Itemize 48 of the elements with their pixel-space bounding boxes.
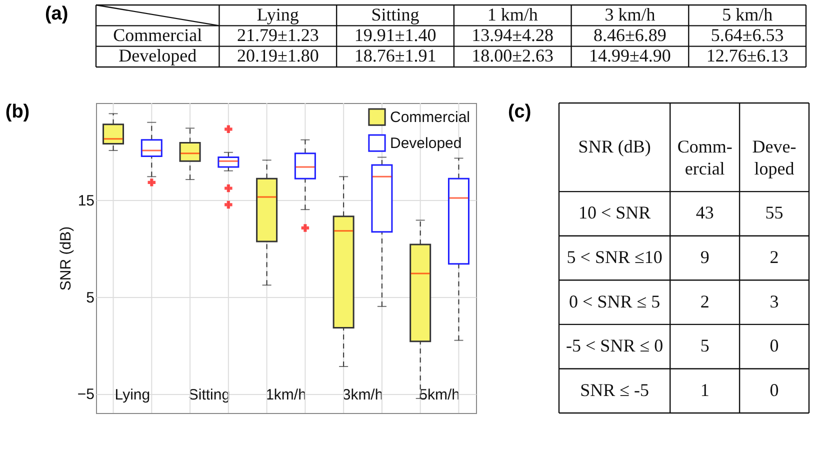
category-label: Commercial bbox=[113, 25, 202, 45]
category-label: 3 km/h bbox=[604, 4, 656, 24]
x-tick-label: Lying bbox=[114, 386, 150, 404]
y-tick-label: −5 bbox=[77, 386, 94, 404]
text: 2 bbox=[700, 291, 710, 312]
category-label: Comm- ercial bbox=[677, 136, 732, 178]
text: 18.76±1.91 bbox=[354, 46, 436, 66]
category-label: 10 < SNR bbox=[578, 202, 651, 223]
text: (a) bbox=[44, 3, 68, 24]
text: 1 bbox=[700, 380, 710, 400]
text: SNR (dB) bbox=[578, 136, 651, 156]
category-label: 1 km/h bbox=[487, 4, 538, 24]
text: 3 bbox=[770, 291, 779, 312]
text: 0 bbox=[770, 380, 779, 400]
category-label: Deve- loped bbox=[752, 136, 796, 178]
text: 18.00±2.63 bbox=[472, 46, 554, 66]
y-tick-label: 15 bbox=[78, 192, 94, 210]
y-tick-label: 5 bbox=[86, 289, 94, 306]
category-label: 5 < SNR ≤10 bbox=[566, 247, 662, 267]
category-label: SNR ≤ -5 bbox=[580, 380, 649, 400]
text: 5.64±6.53 bbox=[710, 25, 784, 45]
category-label: Sitting bbox=[371, 4, 420, 24]
chart-title: (b) bbox=[5, 102, 30, 122]
text: 5 bbox=[700, 336, 710, 356]
category-label: -5 < SNR ≤ 0 bbox=[566, 336, 664, 356]
category-label: 5 km/h bbox=[722, 4, 773, 24]
text: 8.46±6.89 bbox=[594, 25, 666, 45]
x-tick-label: 3km/h bbox=[342, 386, 384, 404]
text: 9 bbox=[700, 247, 710, 267]
text: 20.19±1.80 bbox=[236, 46, 319, 66]
category-label: 0 < SNR ≤ 5 bbox=[569, 291, 660, 312]
x-tick-label: 5km/h bbox=[419, 386, 460, 404]
x-tick-label: 1km/h bbox=[266, 386, 306, 404]
text: 21.79±1.23 bbox=[236, 25, 319, 45]
legend-label: Developed bbox=[390, 135, 462, 152]
text: 0 bbox=[770, 336, 779, 356]
text: 19.91±1.40 bbox=[354, 25, 436, 45]
text: 2 bbox=[770, 247, 779, 267]
category-label: Lying bbox=[256, 4, 299, 24]
legend-label: Commercial bbox=[390, 109, 470, 126]
text: 13.94±4.28 bbox=[472, 25, 554, 45]
text: (c) bbox=[508, 101, 532, 122]
text: 43 bbox=[696, 202, 714, 223]
text: 12.76±6.13 bbox=[706, 46, 788, 66]
category-label: Developed bbox=[118, 46, 197, 66]
text: 14.99±4.90 bbox=[589, 46, 671, 66]
y-axis-title: SNR (dB) bbox=[57, 226, 74, 291]
text: 55 bbox=[765, 202, 784, 223]
